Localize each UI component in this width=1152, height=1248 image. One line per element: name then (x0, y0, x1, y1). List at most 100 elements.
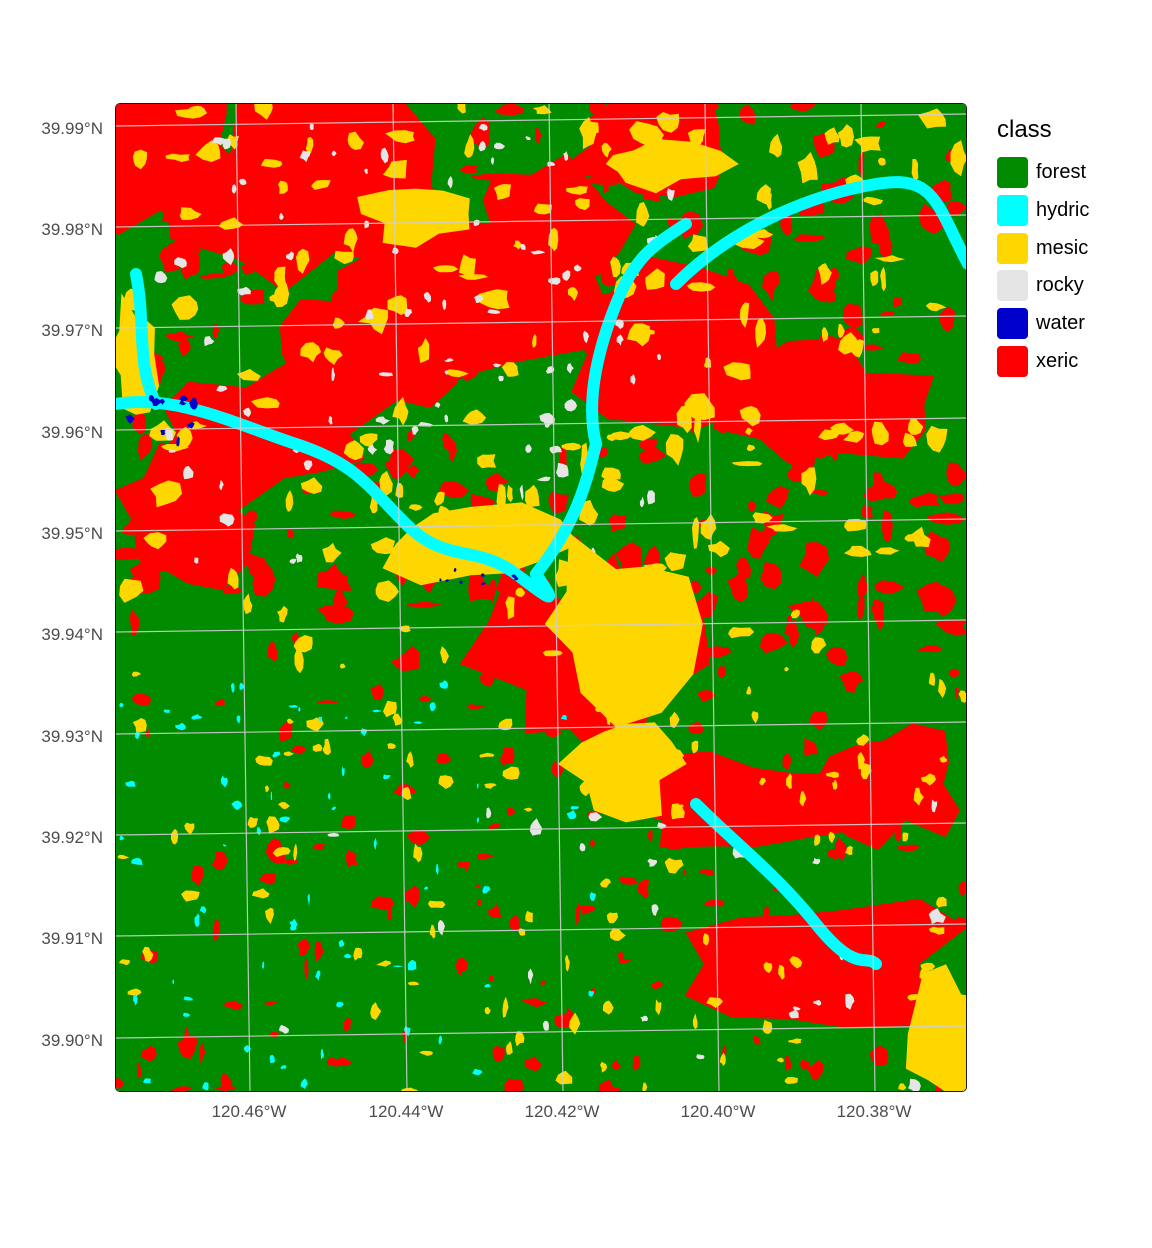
mesic-area (905, 964, 966, 1091)
legend-swatch (997, 157, 1028, 189)
hydric-patch (307, 893, 310, 906)
mesic-patch (926, 425, 948, 453)
xeric-patch (158, 246, 181, 273)
xeric-patch (524, 1056, 542, 1072)
rocky-patch (380, 147, 389, 164)
xeric-patch (651, 980, 664, 990)
water-patch (179, 395, 189, 402)
water-patch (179, 401, 187, 406)
rocky-patch (289, 558, 297, 564)
rocky-patch (928, 908, 946, 924)
mesic-patch (347, 131, 364, 150)
xeric-patch (140, 1045, 157, 1063)
legend-swatch (997, 270, 1028, 302)
rocky-patch (651, 904, 659, 916)
legend-label: mesic (1036, 236, 1089, 259)
legend-swatch (997, 232, 1028, 264)
xeric-patch (552, 257, 561, 274)
hydric-patch (300, 1078, 308, 1090)
rocky-patch (364, 220, 370, 229)
xeric-patch (727, 570, 749, 603)
rocky-patch (520, 244, 526, 250)
xeric-patch (477, 854, 494, 860)
rocky-patch (530, 250, 546, 255)
xeric-patch (329, 510, 357, 519)
rocky-patch (364, 168, 368, 175)
hydric-patch (392, 965, 404, 968)
xeric-patch (699, 869, 715, 876)
mesic-patch (832, 779, 838, 790)
mesic-patch (260, 158, 283, 168)
mesic-patch (790, 609, 800, 619)
xeric-patch (809, 711, 828, 731)
legend-item-rocky: rocky (997, 267, 1089, 305)
mesic-patch (719, 1052, 726, 1066)
hydric-patch (125, 780, 136, 787)
xeric-patch (121, 525, 135, 535)
xeric-patch (612, 1060, 622, 1070)
mesic-patch (898, 1083, 907, 1091)
mesic-patch (457, 104, 466, 114)
xeric-patch (696, 690, 716, 702)
mesic-patch (610, 256, 621, 278)
xeric-patch (504, 1078, 525, 1091)
xeric-patch (782, 752, 793, 771)
xeric-patch (387, 901, 392, 921)
mesic-patch (181, 890, 200, 902)
xeric-patch (857, 595, 865, 622)
rocky-patch (812, 857, 821, 865)
rocky-patch (792, 1006, 801, 1011)
xeric-area (116, 442, 256, 591)
mesic-patch (707, 540, 730, 558)
mesic-patch (142, 946, 154, 962)
xeric-patch (904, 907, 909, 918)
xeric-patch (909, 492, 940, 508)
xeric-patch (287, 529, 295, 539)
xeric-patch (457, 967, 463, 976)
rocky-patch (331, 367, 336, 382)
mesic-patch (566, 186, 588, 195)
mesic-patch (706, 997, 723, 1008)
xeric-patch (240, 261, 255, 275)
xeric-area (552, 255, 778, 429)
hydric-patch (438, 1035, 443, 1045)
mesic-patch (171, 828, 179, 845)
xeric-patch (476, 898, 482, 906)
mesic-patch (762, 1019, 773, 1035)
xeric-patch (810, 489, 828, 497)
mesic-patch (311, 180, 331, 190)
legend-item-mesic: mesic (997, 229, 1089, 267)
xeric-patch (406, 601, 443, 609)
mesic-patch (444, 369, 469, 378)
mesic-patch (752, 229, 774, 239)
xeric-patch (728, 993, 743, 1009)
mesic-patch (825, 771, 839, 778)
rocky-patch (279, 213, 284, 220)
xeric-patch (763, 906, 771, 928)
rocky-patch (639, 496, 645, 507)
hydric-patch (484, 983, 491, 988)
water-patch (189, 400, 198, 410)
mesic-patch (383, 700, 397, 718)
xeric-patch (918, 807, 925, 816)
xeric-patch (297, 938, 311, 956)
mesic-patch (601, 142, 612, 158)
xeric-patch (632, 1054, 641, 1071)
water-patch (514, 576, 519, 581)
rocky-patch (494, 142, 506, 150)
water-patch (459, 580, 463, 585)
water-patch (159, 398, 166, 405)
mesic-patch (766, 524, 798, 532)
mesic-patch (752, 512, 773, 524)
rocky-patch (615, 319, 624, 330)
hydric-patch (560, 715, 568, 720)
rocky-patch (411, 426, 419, 435)
rocky-patch (285, 251, 294, 261)
rocky-patch (375, 416, 390, 425)
xeric-patch (132, 693, 152, 706)
mesic-patch (322, 542, 342, 563)
mesic-patch (567, 287, 578, 301)
mesic-patch (950, 140, 966, 177)
mesic-patch (878, 157, 886, 166)
mesic-patch (645, 268, 665, 290)
